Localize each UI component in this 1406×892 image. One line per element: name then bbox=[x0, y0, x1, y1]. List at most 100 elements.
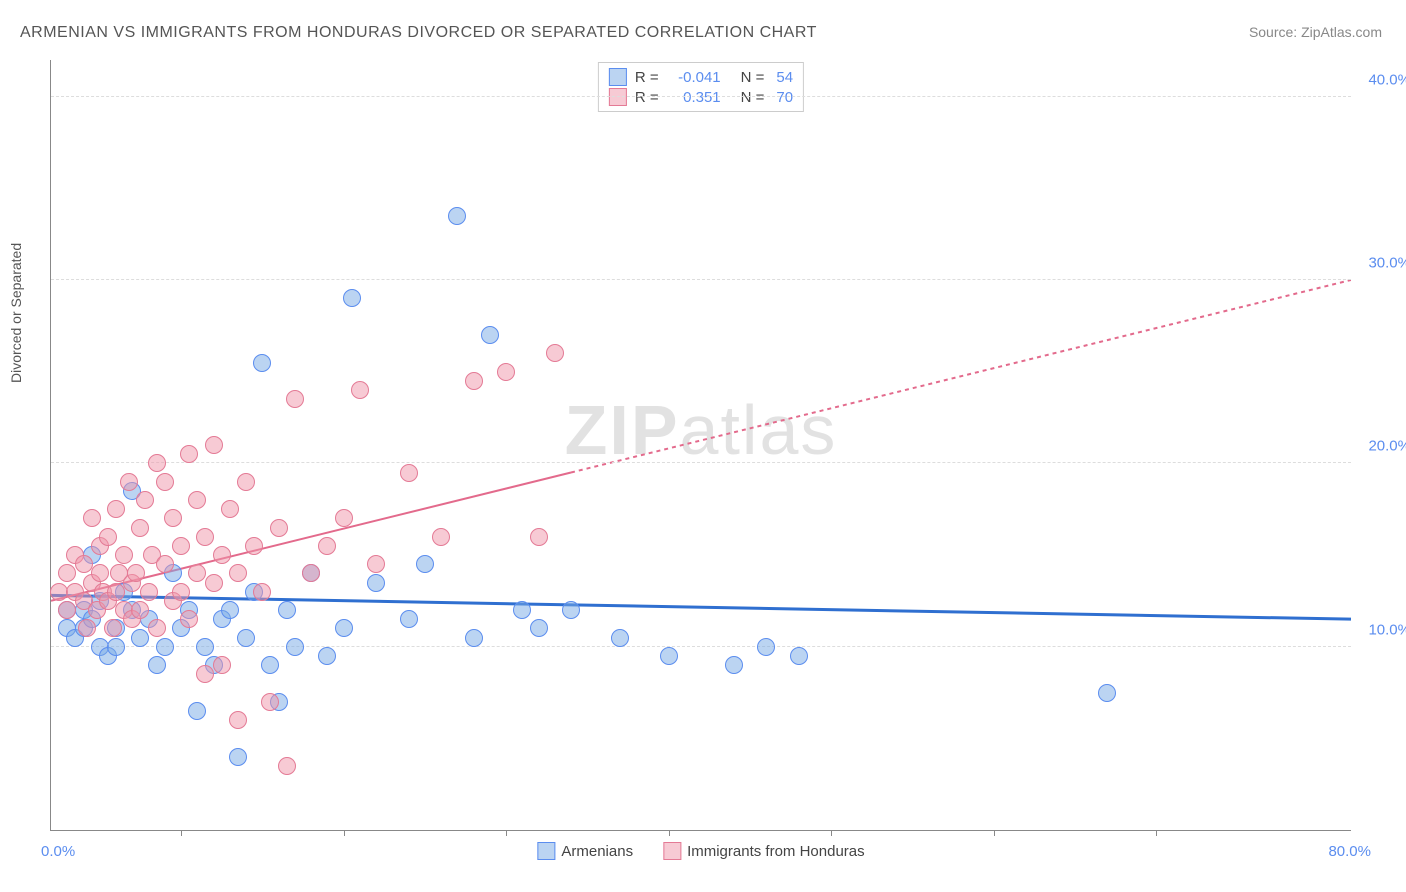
scatter-point bbox=[611, 629, 629, 647]
scatter-point bbox=[448, 207, 466, 225]
scatter-point bbox=[83, 509, 101, 527]
scatter-point bbox=[335, 619, 353, 637]
scatter-point bbox=[75, 555, 93, 573]
n-label: N = bbox=[741, 89, 765, 106]
n-label: N = bbox=[741, 69, 765, 86]
scatter-point bbox=[318, 647, 336, 665]
chart-title: ARMENIAN VS IMMIGRANTS FROM HONDURAS DIV… bbox=[20, 24, 817, 42]
scatter-point bbox=[172, 537, 190, 555]
scatter-point bbox=[562, 601, 580, 619]
scatter-point bbox=[196, 638, 214, 656]
r-label: R = bbox=[635, 69, 659, 86]
scatter-point bbox=[237, 473, 255, 491]
scatter-point bbox=[229, 748, 247, 766]
y-axis-label: Divorced or Separated bbox=[8, 243, 24, 383]
scatter-point bbox=[58, 564, 76, 582]
y-tick-label: 10.0% bbox=[1356, 621, 1406, 638]
scatter-point bbox=[261, 693, 279, 711]
trend-lines bbox=[51, 60, 1351, 830]
scatter-point bbox=[131, 629, 149, 647]
scatter-point bbox=[229, 564, 247, 582]
scatter-point bbox=[497, 363, 515, 381]
y-tick-label: 30.0% bbox=[1356, 255, 1406, 272]
scatter-point bbox=[530, 528, 548, 546]
scatter-point bbox=[513, 601, 531, 619]
x-tick bbox=[506, 830, 507, 836]
scatter-point bbox=[107, 500, 125, 518]
scatter-point bbox=[99, 528, 117, 546]
r-value: -0.041 bbox=[671, 69, 721, 86]
stats-legend: R =-0.041N =54R =0.351N =70 bbox=[598, 62, 804, 112]
scatter-point bbox=[131, 519, 149, 537]
y-tick-label: 20.0% bbox=[1356, 438, 1406, 455]
scatter-point bbox=[213, 656, 231, 674]
scatter-point bbox=[367, 555, 385, 573]
x-tick bbox=[181, 830, 182, 836]
scatter-point bbox=[107, 638, 125, 656]
bottom-legend-item: Immigrants from Honduras bbox=[663, 842, 865, 860]
scatter-point bbox=[148, 619, 166, 637]
scatter-point bbox=[229, 711, 247, 729]
scatter-point bbox=[660, 647, 678, 665]
scatter-point bbox=[172, 583, 190, 601]
stats-legend-row: R =0.351N =70 bbox=[609, 87, 793, 107]
legend-swatch bbox=[663, 842, 681, 860]
legend-label: Armenians bbox=[561, 843, 633, 860]
gridline-h bbox=[51, 96, 1351, 97]
scatter-point bbox=[58, 601, 76, 619]
scatter-point bbox=[78, 619, 96, 637]
plot-area: Divorced or Separated ZIPatlas R =-0.041… bbox=[50, 60, 1351, 831]
r-label: R = bbox=[635, 89, 659, 106]
x-tick bbox=[669, 830, 670, 836]
scatter-point bbox=[432, 528, 450, 546]
scatter-point bbox=[278, 601, 296, 619]
gridline-h bbox=[51, 462, 1351, 463]
scatter-point bbox=[237, 629, 255, 647]
scatter-point bbox=[91, 564, 109, 582]
x-tick bbox=[994, 830, 995, 836]
stats-legend-row: R = -0.041 N = 54 bbox=[609, 67, 793, 87]
scatter-point bbox=[465, 629, 483, 647]
scatter-point bbox=[131, 601, 149, 619]
scatter-point bbox=[546, 344, 564, 362]
scatter-point bbox=[148, 656, 166, 674]
scatter-point bbox=[286, 638, 304, 656]
scatter-point bbox=[213, 546, 231, 564]
x-tick bbox=[831, 830, 832, 836]
scatter-point bbox=[156, 638, 174, 656]
scatter-point bbox=[180, 445, 198, 463]
scatter-point bbox=[205, 436, 223, 454]
n-value: 54 bbox=[776, 69, 793, 86]
r-value: 0.351 bbox=[671, 89, 721, 106]
scatter-point bbox=[245, 537, 263, 555]
watermark-bold: ZIP bbox=[565, 391, 680, 469]
chart-container: ARMENIAN VS IMMIGRANTS FROM HONDURAS DIV… bbox=[0, 0, 1406, 892]
scatter-point bbox=[127, 564, 145, 582]
scatter-point bbox=[253, 583, 271, 601]
scatter-point bbox=[270, 519, 288, 537]
legend-label: Immigrants from Honduras bbox=[687, 843, 865, 860]
scatter-point bbox=[302, 564, 320, 582]
scatter-point bbox=[367, 574, 385, 592]
gridline-h bbox=[51, 279, 1351, 280]
scatter-point bbox=[107, 583, 125, 601]
scatter-point bbox=[156, 555, 174, 573]
y-tick-label: 40.0% bbox=[1356, 71, 1406, 88]
scatter-point bbox=[221, 601, 239, 619]
bottom-legend: Armenians Immigrants from Honduras bbox=[537, 842, 864, 860]
scatter-point bbox=[286, 390, 304, 408]
scatter-point bbox=[416, 555, 434, 573]
scatter-point bbox=[261, 656, 279, 674]
x-origin-label: 0.0% bbox=[41, 843, 75, 860]
scatter-point bbox=[343, 289, 361, 307]
scatter-point bbox=[188, 702, 206, 720]
watermark: ZIPatlas bbox=[565, 390, 838, 470]
x-tick bbox=[344, 830, 345, 836]
scatter-point bbox=[136, 491, 154, 509]
scatter-point bbox=[465, 372, 483, 390]
scatter-point bbox=[140, 583, 158, 601]
scatter-point bbox=[196, 528, 214, 546]
scatter-point bbox=[400, 464, 418, 482]
scatter-point bbox=[757, 638, 775, 656]
scatter-point bbox=[164, 509, 182, 527]
